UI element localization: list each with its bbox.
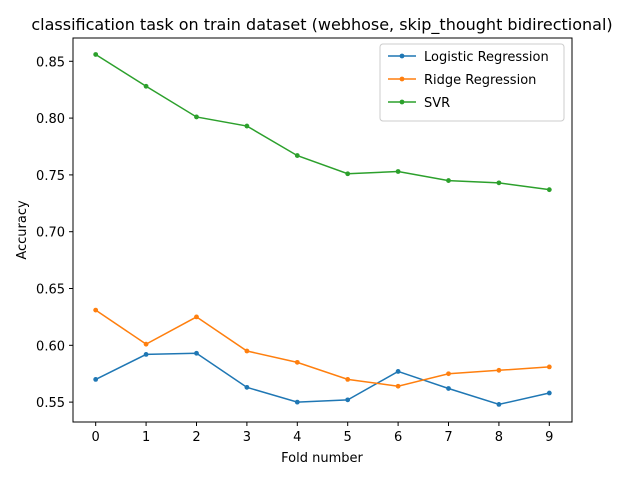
y-tick-label: 0.70 xyxy=(36,226,65,241)
data-point xyxy=(294,399,300,405)
x-tick-label: 8 xyxy=(495,430,503,445)
x-axis: 0 1 2 3 4 5 6 7 8 9 xyxy=(92,422,553,445)
data-point xyxy=(194,114,199,120)
legend-swatch-marker xyxy=(399,99,405,105)
data-point xyxy=(395,383,401,389)
data-point xyxy=(446,386,451,391)
y-tick-label: 0.55 xyxy=(36,396,65,411)
data-point xyxy=(143,352,149,357)
data-point xyxy=(244,123,250,129)
series-layer xyxy=(93,52,552,407)
data-point xyxy=(194,350,199,356)
data-point xyxy=(194,314,199,320)
data-point xyxy=(446,178,451,183)
legend-swatch-marker xyxy=(399,53,405,59)
x-tick-label: 4 xyxy=(293,430,301,445)
legend-entry: SVR xyxy=(388,96,450,111)
legend-label: SVR xyxy=(424,96,450,111)
plot-frame xyxy=(72,37,573,423)
x-tick-label: 3 xyxy=(243,430,251,445)
chart-title: classification task on train dataset (we… xyxy=(31,15,612,35)
y-tick-label: 0.65 xyxy=(36,283,65,298)
data-point xyxy=(395,369,401,374)
data-point xyxy=(93,52,99,57)
data-point xyxy=(244,348,250,354)
series-line xyxy=(95,309,550,387)
legend-label: Ridge Regression xyxy=(424,73,536,88)
data-point xyxy=(395,169,401,174)
series-line xyxy=(95,352,550,406)
legend: Logistic Regression Ridge Regression SVR xyxy=(379,43,565,122)
data-point xyxy=(496,367,502,373)
data-point xyxy=(546,187,552,193)
x-tick-label: 5 xyxy=(344,430,352,445)
data-point xyxy=(345,171,351,177)
data-point xyxy=(143,83,149,89)
data-point xyxy=(93,307,99,313)
data-point xyxy=(546,364,552,370)
x-tick-label: 9 xyxy=(545,430,553,445)
y-tick-label: 0.75 xyxy=(36,169,65,184)
x-tick-label: 0 xyxy=(92,430,100,445)
series-logistic-regression xyxy=(93,350,552,407)
data-point xyxy=(244,384,250,390)
legend-swatch-marker xyxy=(399,76,405,82)
x-tick-label: 2 xyxy=(192,430,200,445)
legend-entry: Logistic Regression xyxy=(388,50,549,65)
data-point xyxy=(546,390,552,396)
data-point xyxy=(446,371,451,377)
data-point xyxy=(496,401,502,407)
y-tick-label: 0.60 xyxy=(36,339,65,354)
x-axis-label: Fold number xyxy=(281,451,363,466)
x-tick-label: 6 xyxy=(394,430,402,445)
x-tick-label: 1 xyxy=(142,430,150,445)
data-point xyxy=(143,341,149,347)
data-point xyxy=(496,180,502,186)
legend-entry: Ridge Regression xyxy=(388,73,536,88)
legend-box xyxy=(379,43,565,122)
series-line xyxy=(95,53,550,191)
series-ridge-regression xyxy=(93,307,552,389)
y-tick-label: 0.80 xyxy=(36,112,65,127)
data-point xyxy=(93,376,99,382)
data-point xyxy=(345,376,351,382)
data-point xyxy=(294,359,300,365)
x-tick-label: 7 xyxy=(444,430,452,445)
y-axis: 0.55 0.60 0.65 0.70 0.75 0.80 0.85 xyxy=(36,55,73,411)
legend-label: Logistic Regression xyxy=(424,50,549,65)
data-point xyxy=(345,397,351,403)
data-point xyxy=(294,153,300,158)
y-axis-label: Accuracy xyxy=(15,200,30,260)
y-tick-label: 0.85 xyxy=(36,55,65,70)
series-svr xyxy=(93,52,552,193)
